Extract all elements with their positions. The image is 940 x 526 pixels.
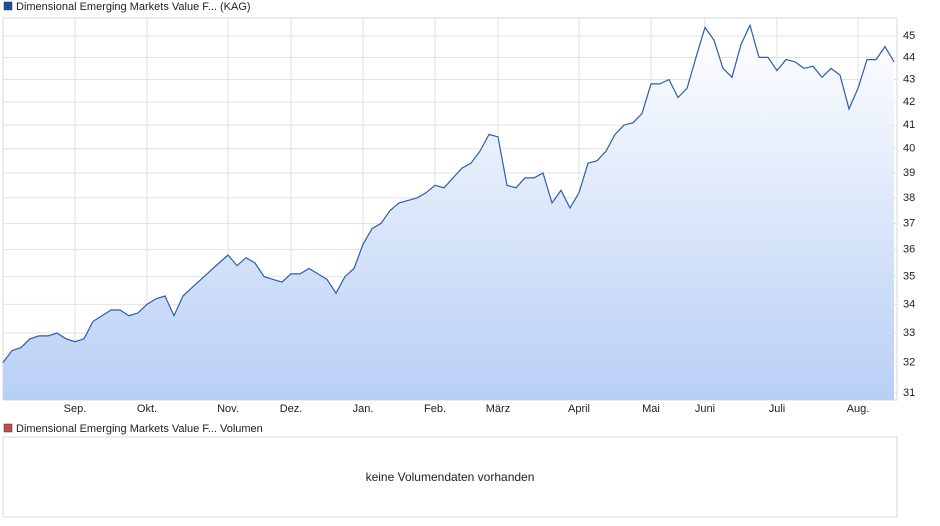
y-tick-label: 42 <box>903 96 915 108</box>
x-tick-label: Aug. <box>847 403 870 415</box>
y-tick-label: 39 <box>903 167 915 179</box>
line <box>2 23 895 363</box>
x-tick-label: Juni <box>695 403 715 415</box>
y-tick-label: 33 <box>903 327 915 339</box>
y-tick-label: 35 <box>903 271 915 283</box>
y-tick-label: 45 <box>903 30 915 42</box>
y-tick-label: 37 <box>903 217 915 229</box>
legend-swatch <box>3 1 13 11</box>
y-tick-label: 43 <box>903 73 915 85</box>
area <box>3 25 894 401</box>
x-tick-label: Juli <box>769 403 786 415</box>
x-tick-label: April <box>568 403 590 415</box>
x-tick-label: Okt. <box>137 403 157 415</box>
y-tick-label: 41 <box>903 119 915 131</box>
x-tick-label: Jan. <box>353 403 374 415</box>
x-tick-label: Dez. <box>280 403 303 415</box>
x-tick-label: Feb. <box>424 403 446 415</box>
no-data-message: keine Volumendaten vorhanden <box>366 470 535 484</box>
x-tick-label: Mai <box>642 403 660 415</box>
y-tick-label: 40 <box>903 143 915 155</box>
y-tick-label: 34 <box>903 298 915 310</box>
x-tick-label: Sep. <box>64 403 87 415</box>
legend-label: Dimensional Emerging Markets Value F... … <box>16 1 251 13</box>
x-tick-label: März <box>486 403 510 415</box>
y-tick-label: 36 <box>903 244 915 256</box>
legend-swatch <box>3 423 13 433</box>
y-tick-label: 38 <box>903 192 915 204</box>
x-tick-label: Nov. <box>217 403 239 415</box>
y-tick-label: 31 <box>903 387 915 399</box>
legend-label: Dimensional Emerging Markets Value F... … <box>16 423 263 435</box>
volume-frame <box>2 436 898 518</box>
y-tick-label: 44 <box>903 51 915 63</box>
y-tick-label: 32 <box>903 356 915 368</box>
